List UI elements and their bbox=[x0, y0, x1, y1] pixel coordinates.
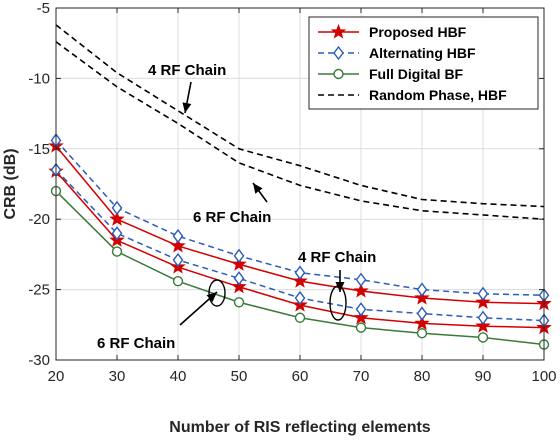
ellipse-6rf-hbf bbox=[208, 279, 226, 307]
data-point-full-digital-bf bbox=[172, 275, 184, 287]
legend-swatch-marker bbox=[330, 23, 347, 39]
data-point-proposed-hbf-6-rf-chain bbox=[231, 278, 247, 294]
series-line-random-phase-hbf-4-rf-chain bbox=[55, 24, 545, 208]
legend-entry-proposed-hbf: Proposed HBF bbox=[318, 23, 467, 40]
y-tick-label: -15 bbox=[28, 141, 50, 158]
y-tick-label: -10 bbox=[28, 70, 50, 87]
x-tick-label: 70 bbox=[353, 368, 370, 385]
y-tick-label: -25 bbox=[28, 282, 50, 299]
x-tick-label: 90 bbox=[475, 368, 492, 385]
data-point-proposed-hbf-4-rf-chain bbox=[170, 237, 186, 253]
annotation-4rf-random: 4 RF Chain bbox=[148, 62, 226, 79]
annotation-6rf-hbf: 6 RF Chain bbox=[97, 335, 175, 352]
annotations: 4 RF Chain 6 RF Chain 4 RF Chain 6 RF Ch… bbox=[97, 62, 376, 352]
data-point-alternating-hbf-6-rf-chain bbox=[233, 271, 245, 286]
data-point-alternating-hbf-6-rf-chain bbox=[172, 252, 184, 268]
data-point-proposed-hbf-4-rf-chain bbox=[109, 211, 125, 226]
data-point-proposed-hbf-4-rf-chain bbox=[231, 256, 247, 271]
legend-label: Proposed HBF bbox=[369, 24, 467, 40]
annotation-4rf-hbf: 4 RF Chain bbox=[298, 249, 376, 266]
legend: Proposed HBF Alternating HBF Full Digital … bbox=[308, 16, 539, 110]
data-point-proposed-hbf-4-rf-chain bbox=[353, 282, 369, 298]
legend-swatch-marker bbox=[333, 68, 344, 80]
data-point-alternating-hbf-6-rf-chain bbox=[111, 226, 123, 241]
axis-ticks: 20 30 40 50 60 70 80 90 100 -30 -25 -20 -15 -10 -5 bbox=[28, 0, 556, 385]
series-random-phase-hbf-4-rf-chain bbox=[55, 24, 545, 208]
series-line-random-phase-hbf-6-rf-chain bbox=[55, 41, 545, 220]
data-point-alternating-hbf-6-rf-chain bbox=[416, 306, 428, 321]
data-point-alternating-hbf-6-rf-chain bbox=[355, 302, 367, 317]
x-tick-label: 60 bbox=[292, 368, 309, 385]
data-point-proposed-hbf-4-rf-chain bbox=[475, 294, 491, 309]
ellipse-4rf-hbf bbox=[329, 285, 347, 321]
data-point-alternating-hbf-6-rf-chain bbox=[294, 290, 306, 306]
annotation-6rf-random: 6 RF Chain bbox=[193, 209, 271, 226]
data-point-full-digital-bf bbox=[233, 297, 245, 308]
data-point-alternating-hbf-4-rf-chain bbox=[111, 200, 123, 216]
data-point-full-digital-bf bbox=[416, 328, 428, 339]
x-tick-label: 80 bbox=[414, 368, 431, 385]
y-axis-label: CRB (dB) bbox=[2, 148, 19, 219]
y-tick-label: -5 bbox=[37, 0, 50, 17]
arrow-6rf-random-head bbox=[253, 183, 263, 194]
data-point-proposed-hbf-6-rf-chain bbox=[353, 309, 369, 325]
x-tick-label: 20 bbox=[48, 368, 65, 385]
legend-label: Alternating HBF bbox=[369, 45, 476, 61]
legend-label: Random Phase, HBF bbox=[369, 87, 507, 103]
data-point-proposed-hbf-6-rf-chain bbox=[414, 315, 430, 330]
data-point-full-digital-bf bbox=[294, 312, 306, 323]
data-point-alternating-hbf-4-rf-chain bbox=[355, 272, 367, 287]
data-point-full-digital-bf bbox=[355, 322, 367, 333]
series-full-digital-bf bbox=[50, 185, 550, 350]
data-point-full-digital-bf bbox=[477, 332, 489, 343]
x-axis-label: Number of RIS reflecting elements bbox=[169, 419, 430, 436]
x-tick-label: 30 bbox=[109, 368, 126, 385]
y-tick-label: -20 bbox=[28, 211, 50, 228]
legend-label: Full Digital BF bbox=[369, 66, 464, 82]
arrow-4rf-random-head bbox=[182, 102, 192, 113]
legend-entry-random-phase-hbf: Random Phase, HBF bbox=[318, 87, 507, 103]
y-tick-label: -30 bbox=[28, 352, 50, 369]
x-tick-label: 50 bbox=[231, 368, 248, 385]
legend-swatch-marker bbox=[333, 45, 344, 61]
data-point-alternating-hbf-4-rf-chain bbox=[294, 265, 306, 280]
x-tick-label: 100 bbox=[531, 368, 556, 385]
legend-entry-full-digital-bf: Full Digital BF bbox=[318, 66, 464, 82]
legend-entry-alternating-hbf: Alternating HBF bbox=[318, 45, 476, 61]
data-point-proposed-hbf-6-rf-chain bbox=[475, 318, 491, 333]
data-point-alternating-hbf-4-rf-chain bbox=[477, 286, 489, 301]
data-point-alternating-hbf-4-rf-chain bbox=[172, 228, 184, 244]
data-point-full-digital-bf bbox=[111, 246, 123, 257]
data-point-proposed-hbf-4-rf-chain bbox=[414, 289, 430, 305]
series-random-phase-hbf-6-rf-chain bbox=[55, 41, 545, 220]
data-point-alternating-hbf-6-rf-chain bbox=[477, 310, 489, 325]
x-tick-label: 40 bbox=[170, 368, 187, 385]
data-point-alternating-hbf-4-rf-chain bbox=[416, 282, 428, 297]
data-point-proposed-hbf-4-rf-chain bbox=[292, 273, 308, 288]
series-alternating-hbf-6-rf-chain bbox=[50, 162, 550, 328]
data-point-alternating-hbf-4-rf-chain bbox=[233, 248, 245, 263]
